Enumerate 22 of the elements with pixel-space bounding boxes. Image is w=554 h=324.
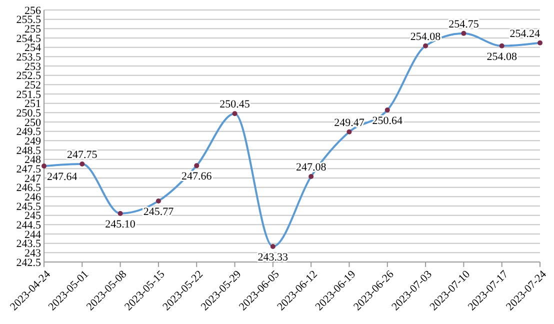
- data-label: 254.08: [410, 30, 442, 43]
- data-label: 254.75: [448, 18, 480, 30]
- data-label: 249.47: [334, 116, 365, 129]
- data-label: 250.45: [220, 98, 250, 111]
- data-label: 247.64: [47, 171, 78, 184]
- data-label: 250.64: [372, 115, 404, 128]
- data-label: 245.77: [143, 206, 174, 218]
- y-tick-label: 251: [24, 98, 41, 110]
- y-tick-label: 256: [24, 4, 42, 17]
- y-tick-label: 255.5: [16, 14, 42, 26]
- y-tick-label: 248: [24, 154, 42, 166]
- data-label: 245.10: [105, 218, 136, 230]
- y-tick-label: 245: [24, 210, 42, 222]
- data-label: 254.24: [510, 28, 540, 40]
- y-tick-label: 252.5: [16, 70, 42, 82]
- data-label: 243.33: [258, 252, 289, 264]
- data-label: 254.08: [486, 50, 518, 63]
- y-tick-label: 243.5: [16, 238, 42, 250]
- y-tick-label: 249.5: [16, 126, 42, 138]
- data-label: 247.75: [67, 149, 98, 161]
- y-tick-label: 254: [24, 42, 42, 54]
- y-tick-label: 246.5: [16, 182, 42, 194]
